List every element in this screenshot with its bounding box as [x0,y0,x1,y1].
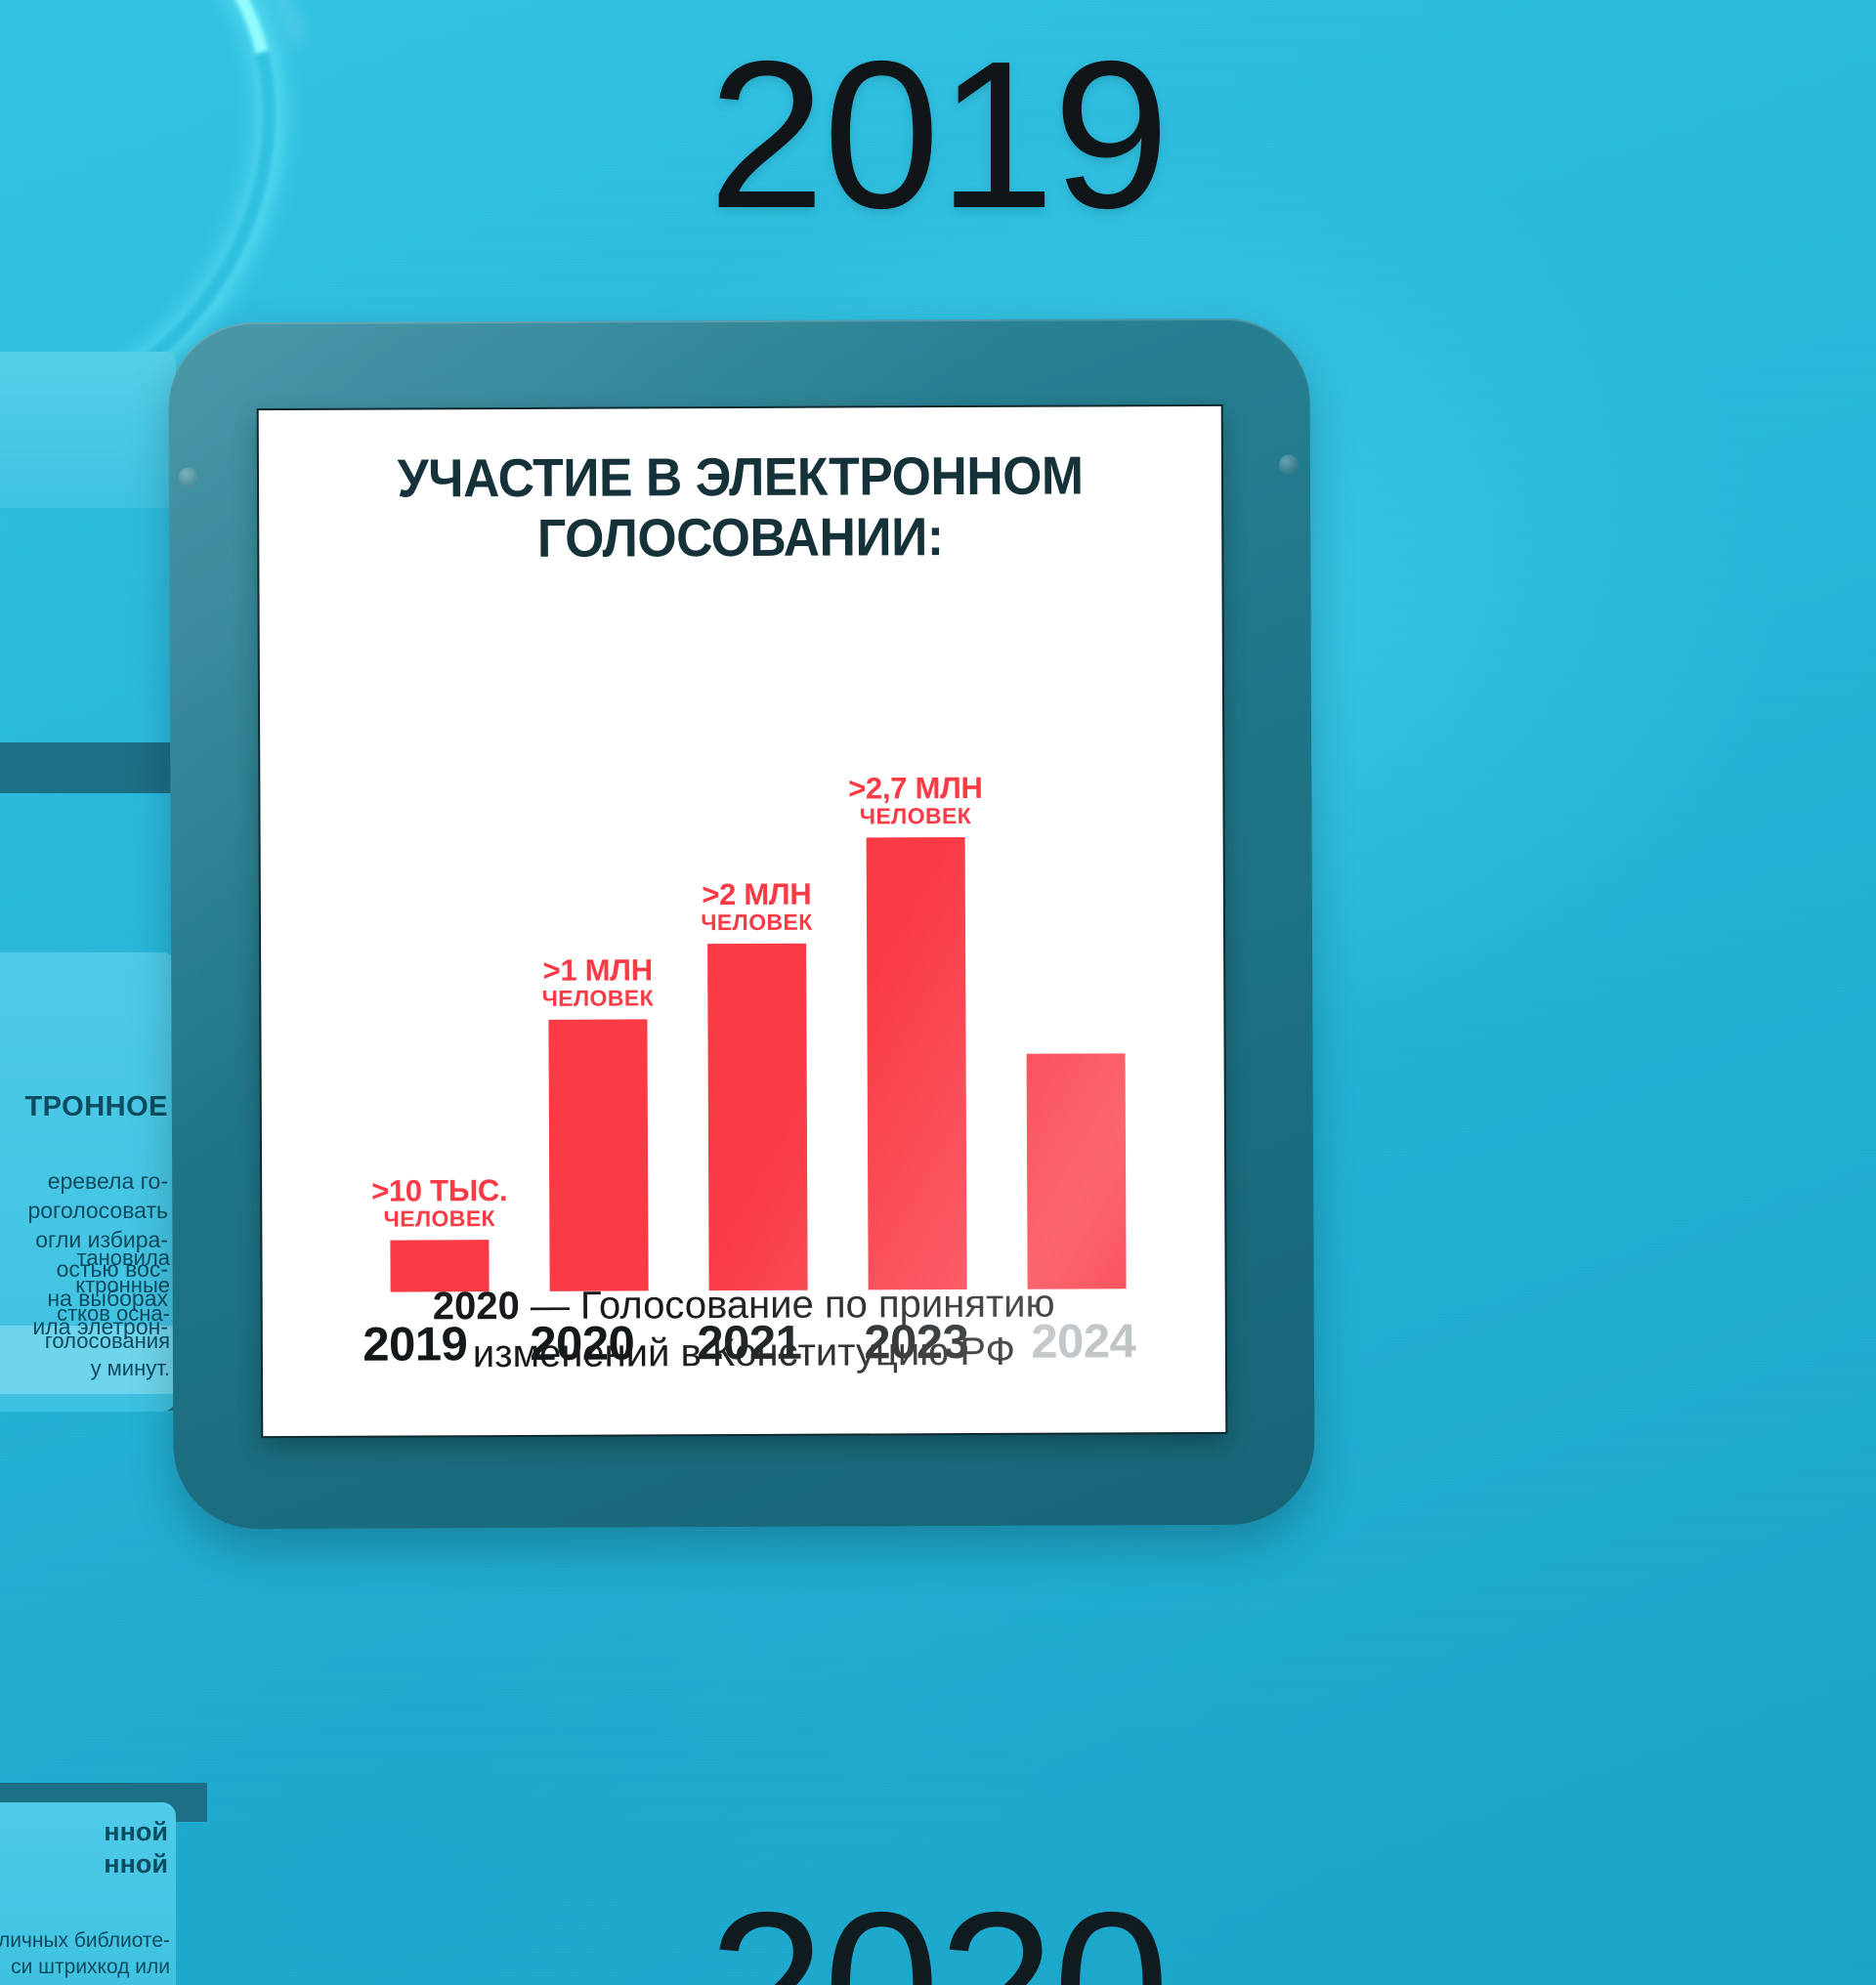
bar-2020 [548,1019,649,1291]
bar-value-label-primary: >1 МЛН [542,952,653,988]
left-info-card-line: ктронные [75,1273,170,1298]
bar-group [1025,685,1127,1289]
bar-group: >1 МЛН ЧЕЛОВЕК [542,687,654,1291]
bar-value-label: >10 ТЫС. ЧЕЛОВЕК [371,1174,507,1234]
left-info-card-line: ила элетрон- [32,1314,168,1340]
bar-value-label-unit: ЧЕЛОВЕК [859,802,972,828]
poster-frame: УЧАСТИЕ В ЭЛЕКТРОННОМ ГОЛОСОВАНИИ: >10 Т… [168,317,1315,1530]
left-info-card-secondary-body: личных библиоте- си штрихкод или [0,1928,170,1980]
wall-year-heading-next: 2020 [0,1880,1876,1985]
left-info-card-line: у минут. [90,1355,170,1380]
left-info-card-line: еревела го- [47,1168,168,1194]
bar-value-label-primary: >10 ТЫС. [371,1173,508,1209]
left-info-card-line: остью вос- [56,1255,168,1282]
left-info-card-line: тановила [76,1246,171,1271]
bar-value-label-primary: >2,7 МЛН [848,770,983,806]
left-info-card: ТРОННОЕ еревела го- роголосовать огли из… [0,952,176,1412]
left-info-card-line: огли избира- [35,1226,168,1252]
poster-title-line: УЧАСТИЕ В ЭЛЕКТРОННОМ [397,444,1084,509]
bar-value-label-unit: ЧЕЛОВЕК [541,985,655,1011]
bar-group: >10 ТЫС. ЧЕЛОВЕК [371,688,507,1292]
left-wall-panel-top [0,352,176,508]
left-info-card-body: еревела го- роголосовать огли избира- ос… [0,1167,176,1342]
left-info-card-heading: ТРОННОЕ [24,1091,168,1122]
poster-title-line: ГОЛОСОВАНИИ: [536,505,944,569]
frame-screw-icon [178,467,199,487]
left-info-card-line: на выборах [47,1285,168,1311]
left-info-card-secondary: нной нной личных библиоте- си штрихкод и… [0,1802,176,1985]
poster-caption-line-1: 2020 — Голосование по принятию [432,1283,1055,1329]
bar-value-label-unit: ЧЕЛОВЕК [701,908,813,935]
poster-caption-line-2: изменений в Конституцию РФ [472,1330,1016,1376]
wall-year-heading: 2019 [707,17,1170,252]
bar-2021 [707,943,808,1291]
frame-screw-icon [1278,454,1299,475]
poster-caption: 2020 — Голосование по принятию изменений… [302,1280,1186,1379]
left-info-card-line: личных библиоте- [0,1929,170,1953]
left-info-card-footer: тановила ктронные стков осна- голосовани… [0,1245,170,1382]
left-info-card-line: нной [104,1848,168,1879]
bar-chart-plot-area: >10 ТЫС. ЧЕЛОВЕК >1 МЛН ЧЕЛОВЕК >2 МЛН ЧЕЛОВЕ… [358,685,1157,1292]
bar-2024 [1026,1053,1127,1289]
bar-value-label-unit: ЧЕЛОВЕК [383,1205,496,1233]
bar-value-label-primary: >2 МЛН [702,876,812,911]
poster-title: УЧАСТИЕ В ЭЛЕКТРОННОМ ГОЛОСОВАНИИ: [287,444,1192,570]
bar-2023 [866,836,967,1290]
infographic-poster: УЧАСТИЕ В ЭЛЕКТРОННОМ ГОЛОСОВАНИИ: >10 Т… [258,405,1226,1437]
left-info-card-line: си штрихкод или [11,1955,170,1978]
bar-value-label: >2 МЛН ЧЕЛОВЕК [701,876,813,935]
left-info-card-line: нной [104,1817,168,1846]
bar-group: >2 МЛН ЧЕЛОВЕК [701,687,813,1291]
bar-group: >2,7 МЛН ЧЕЛОВЕК [848,686,983,1290]
left-info-card-line: стков осна- [57,1300,170,1326]
bar-value-label: >2,7 МЛН ЧЕЛОВЕК [848,770,983,829]
left-info-card-line: роголосовать [27,1197,168,1223]
left-info-card-secondary-heading: нной нной [104,1816,168,1880]
left-info-card-line: голосования [44,1328,170,1353]
bar-value-label: >1 МЛН ЧЕЛОВЕК [541,952,654,1011]
caption-year-emphasis: 2020 [432,1285,520,1329]
left-info-card-highlight [0,1326,176,1394]
